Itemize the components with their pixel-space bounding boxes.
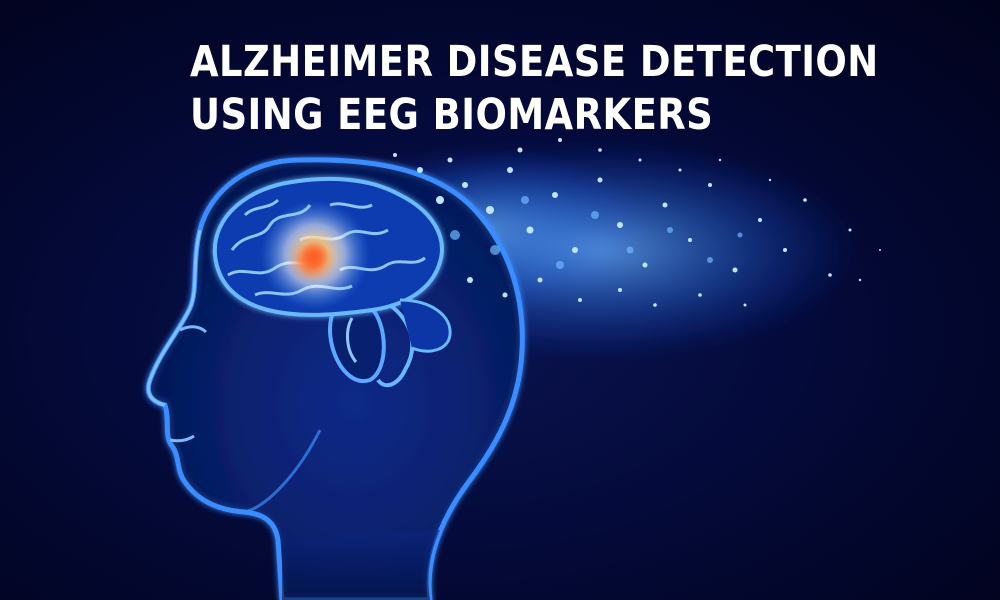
neck: [282, 530, 440, 600]
brainstem: [376, 303, 415, 388]
title: ALZHEIMER DISEASE DETECTION USING EEG BI…: [190, 36, 879, 142]
title-line-2: USING EEG BIOMARKERS: [190, 90, 714, 140]
cerebellum: [399, 298, 452, 353]
particles: [393, 138, 881, 307]
mouth-line: [169, 434, 195, 443]
title-line-1: ALZHEIMER DISEASE DETECTION: [190, 37, 879, 87]
particles-faint: [450, 196, 743, 269]
face-contour: [146, 229, 202, 407]
ear-inner: [346, 317, 358, 363]
eye-line: [179, 325, 208, 334]
brain-hotspot-core: [298, 246, 326, 274]
jaw-line: [244, 429, 322, 514]
